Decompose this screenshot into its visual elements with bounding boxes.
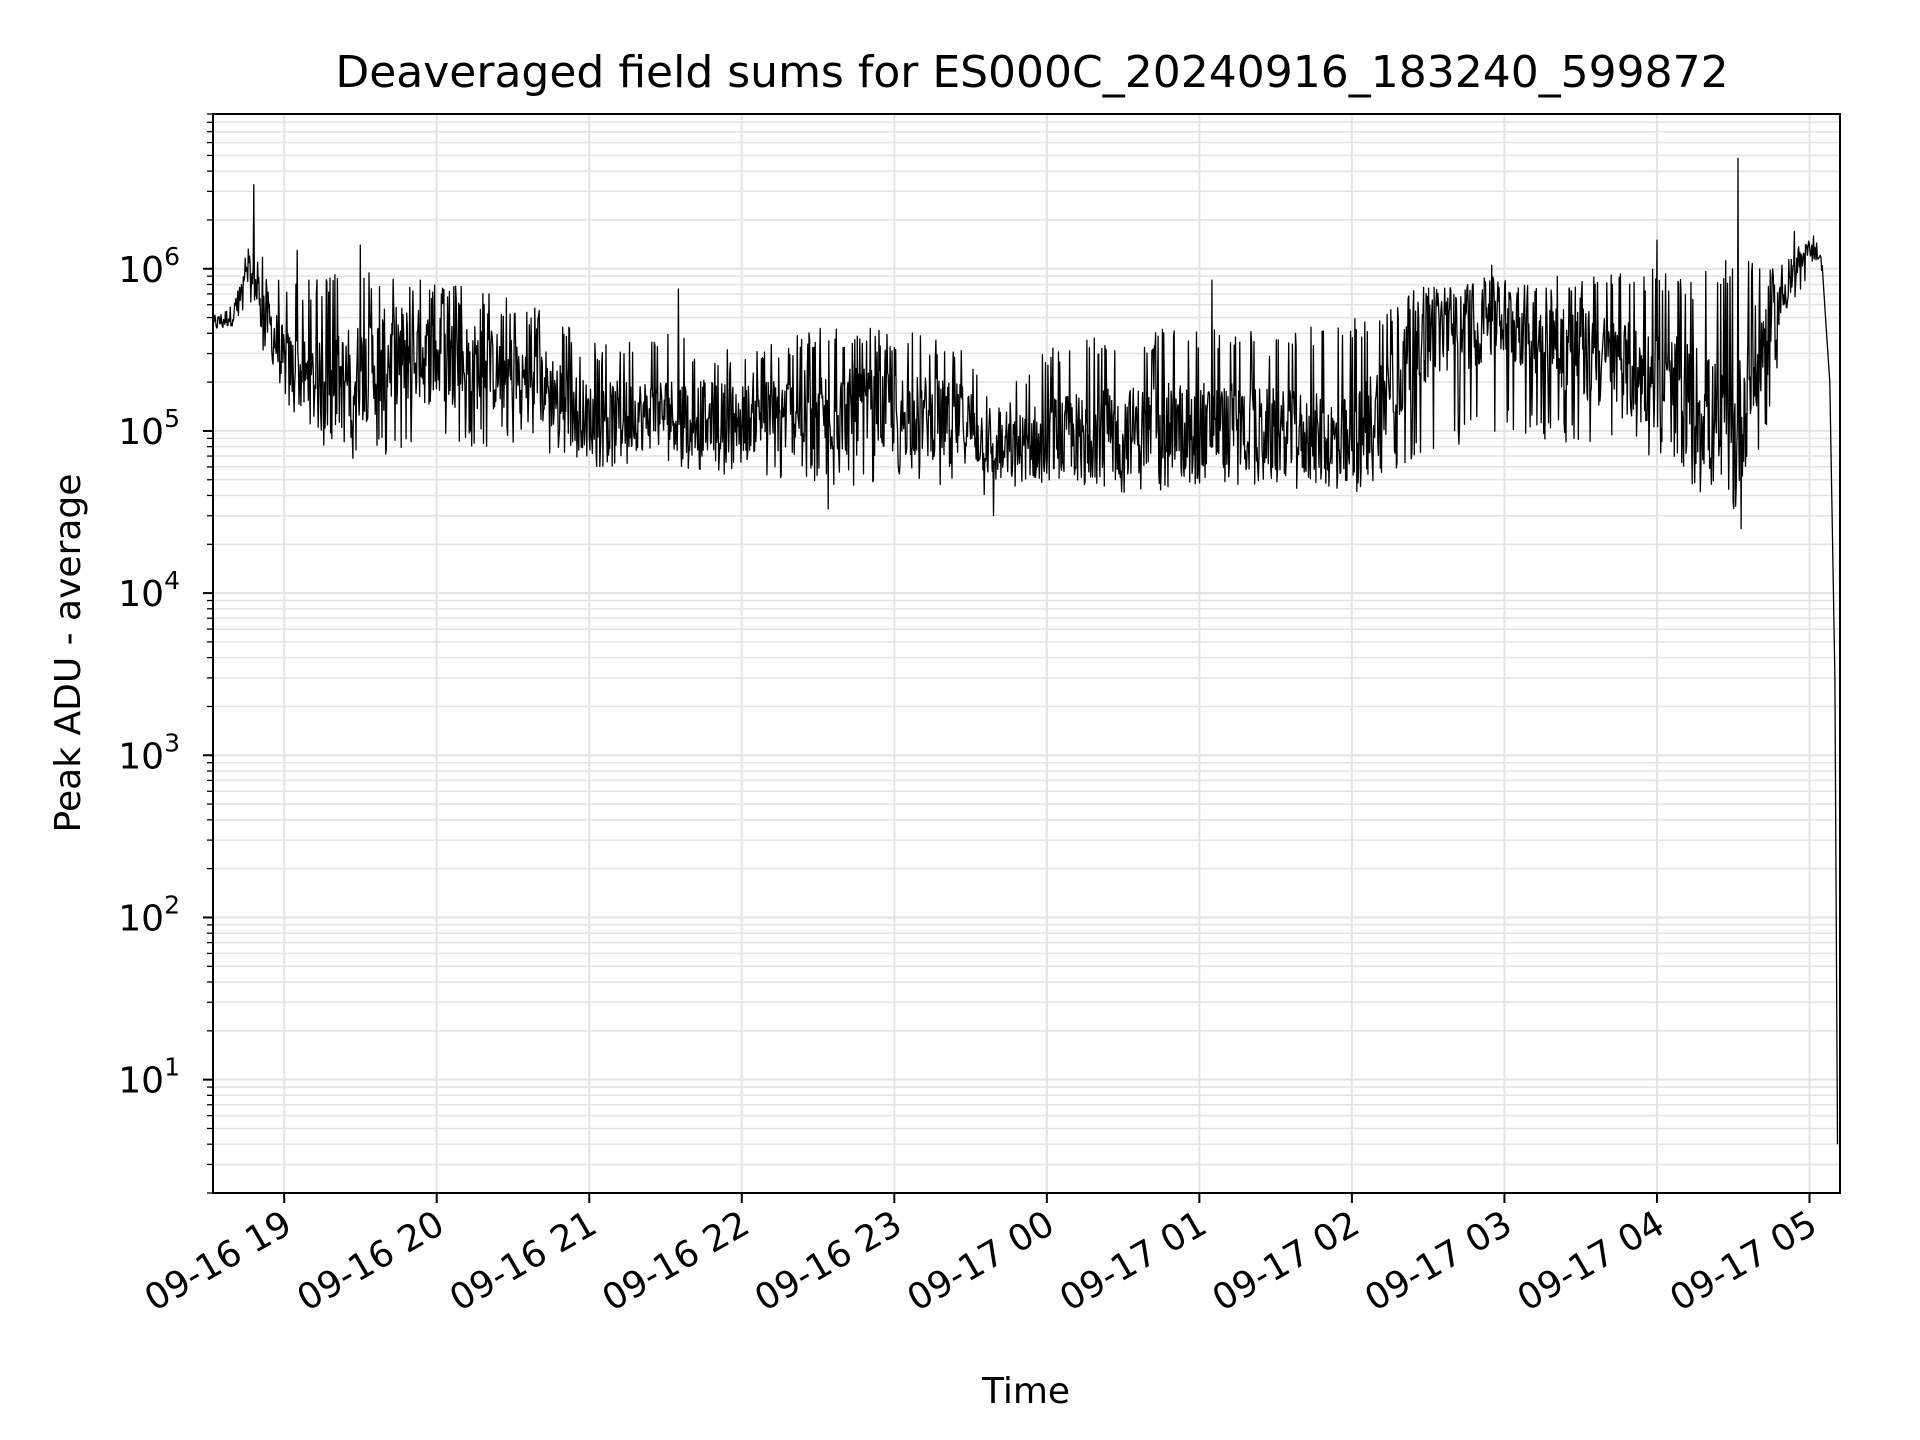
y-tick-label: 105 xyxy=(118,404,180,453)
y-tick-label: 103 xyxy=(118,728,180,777)
y-axis: 101 102 103 104 105 106 xyxy=(118,113,213,1194)
y-tick-label: 102 xyxy=(118,890,180,939)
y-tick-label: 101 xyxy=(118,1053,180,1102)
plot-frame xyxy=(212,113,1841,1194)
data-series xyxy=(212,157,1839,1145)
y-tick-label: 104 xyxy=(118,566,180,615)
grid xyxy=(213,113,1840,1194)
x-axis-label: Time xyxy=(981,1371,1070,1412)
y-tick-label: 106 xyxy=(118,242,180,291)
y-axis-label: Peak ADU - average xyxy=(48,474,89,833)
chart-title: Deaveraged field sums for ES000C_2024091… xyxy=(335,47,1728,98)
series-line xyxy=(212,157,1839,1145)
